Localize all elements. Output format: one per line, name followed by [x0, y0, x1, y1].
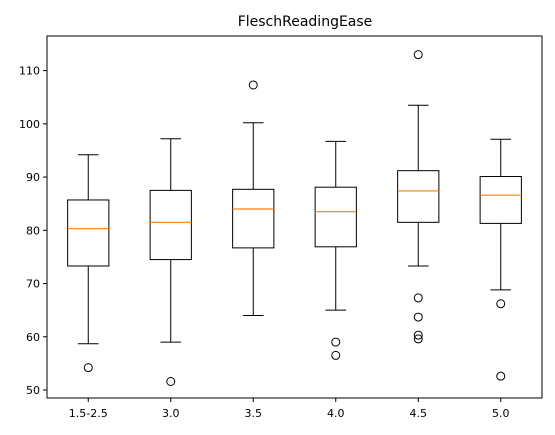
y-tick-label: 110 [19, 65, 40, 78]
flier-point [413, 330, 423, 340]
y-tick-label: 100 [19, 118, 40, 131]
flier-point [413, 293, 423, 303]
box-iqr [479, 176, 522, 224]
box-iqr [314, 186, 357, 248]
box-iqr [149, 189, 192, 261]
y-tick-label: 50 [26, 384, 40, 397]
flier-point [413, 334, 423, 344]
x-tick-label: 4.5 [410, 407, 428, 420]
y-tick-label: 90 [26, 171, 40, 184]
flier-point [496, 371, 506, 381]
x-tick-label: 1.5-2.5 [69, 407, 108, 420]
flier-point [496, 299, 506, 309]
x-tick-label: 4.0 [327, 407, 345, 420]
x-tick-label: 5.0 [492, 407, 510, 420]
box-iqr [232, 188, 275, 249]
box-group [397, 50, 440, 344]
y-tick-label: 70 [26, 278, 40, 291]
box-group [67, 154, 110, 373]
box-group [149, 138, 192, 386]
flier-point [413, 312, 423, 322]
flier-point [248, 80, 258, 90]
box-group [232, 80, 275, 316]
box-iqr [67, 199, 110, 267]
flier-point [83, 363, 93, 373]
flier-point [331, 337, 341, 347]
axes: 50 60 70 80 90 100 110 1.5-2.5 3.0 3.5 4.0 4.5 5.0 [19, 35, 543, 420]
axes-frame [46, 35, 543, 399]
y-tick-label: 80 [26, 224, 40, 237]
flier-point [166, 376, 176, 386]
x-tick-label: 3.0 [162, 407, 180, 420]
box-group [314, 140, 357, 360]
plot-area [67, 50, 522, 386]
x-tick-label: 3.5 [245, 407, 263, 420]
box-iqr [397, 170, 440, 223]
chart-title: FleschReadingEase [238, 14, 373, 30]
box-group [479, 138, 522, 381]
y-tick-label: 60 [26, 331, 40, 344]
flier-point [331, 350, 341, 360]
flier-point [413, 50, 423, 60]
